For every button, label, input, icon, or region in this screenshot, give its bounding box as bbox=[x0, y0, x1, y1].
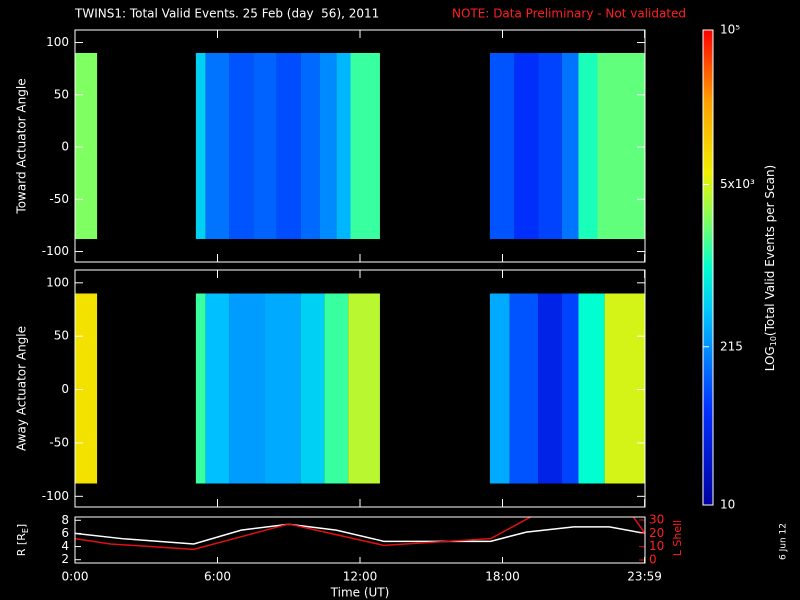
heat-cell bbox=[489, 293, 510, 484]
heat-cell bbox=[195, 52, 206, 240]
colorbar-tick-label: 5x10³ bbox=[720, 177, 755, 191]
chart-title: TWINS1: Total Valid Events. 25 Feb (day … bbox=[74, 7, 379, 21]
heat-cell bbox=[561, 52, 579, 240]
y-axis-label: Away Actuator Angle bbox=[15, 326, 29, 451]
heat-cell bbox=[75, 52, 98, 240]
y2-tick-label: 10 bbox=[649, 539, 664, 553]
heat-cell bbox=[205, 293, 230, 484]
y-tick-label: 0 bbox=[61, 382, 69, 396]
heat-cell bbox=[538, 293, 562, 484]
y-tick-label: 0 bbox=[61, 140, 69, 154]
heat-cell bbox=[509, 293, 539, 484]
x-tick-label: 12:00 bbox=[343, 570, 378, 584]
heat-cell bbox=[489, 52, 515, 240]
y-tick-label: -50 bbox=[49, 192, 69, 206]
colorbar-tick-label: 10 bbox=[720, 498, 735, 512]
panel-frame bbox=[74, 29, 646, 263]
y-tick-label: 100 bbox=[46, 35, 69, 49]
y2-tick-label: 20 bbox=[649, 526, 664, 540]
series-line bbox=[75, 517, 645, 551]
colorbar-tick-label: 215 bbox=[720, 339, 743, 353]
heat-cell bbox=[253, 52, 277, 240]
y-tick-label: -50 bbox=[49, 435, 69, 449]
heat-cell bbox=[229, 293, 265, 484]
heat-cell bbox=[348, 293, 380, 484]
heat-cell bbox=[350, 52, 380, 240]
heat-cell bbox=[336, 52, 351, 240]
heat-cell bbox=[205, 52, 230, 240]
heat-cell bbox=[578, 293, 605, 484]
heat-cell bbox=[324, 293, 349, 484]
heat-cell bbox=[75, 293, 98, 484]
y-tick-label: 2 bbox=[61, 552, 69, 566]
label-part: R [R bbox=[15, 533, 28, 556]
note: NOTE: Data Preliminary - Not validated bbox=[452, 7, 686, 21]
y2-axis-label: L Shell bbox=[671, 520, 684, 556]
x-tick-label: 18:00 bbox=[485, 570, 520, 584]
heat-cell bbox=[538, 52, 562, 240]
heat-cell bbox=[319, 52, 337, 240]
y-tick-label: 6 bbox=[61, 526, 69, 540]
panel-frame bbox=[74, 516, 646, 564]
heat-cell bbox=[578, 52, 598, 240]
y-tick-label: 50 bbox=[54, 329, 69, 343]
colorbar bbox=[702, 29, 714, 506]
y-tick-label: 50 bbox=[54, 87, 69, 101]
heat-cell bbox=[514, 52, 539, 240]
date-stamp: 6 Jun 12 bbox=[779, 523, 789, 560]
y-tick-label: 4 bbox=[61, 539, 69, 553]
heat-cell bbox=[300, 293, 325, 484]
x-axis-label: Time (UT) bbox=[330, 586, 390, 600]
heat-cell bbox=[276, 52, 301, 240]
heat-cell bbox=[229, 52, 254, 240]
y-tick-label: 8 bbox=[61, 513, 69, 527]
y-tick-label: 100 bbox=[46, 275, 69, 289]
label-part: E bbox=[21, 528, 30, 533]
label-part: ] bbox=[15, 524, 28, 528]
x-tick-label: 6:00 bbox=[204, 570, 231, 584]
y-tick-label: -100 bbox=[42, 489, 69, 503]
colorbar-label: LOG10(Total Valid Events per Scan) bbox=[763, 165, 778, 372]
heat-cell bbox=[265, 293, 301, 484]
series-line bbox=[75, 523, 645, 545]
panel-frame bbox=[74, 269, 646, 508]
heat-cell bbox=[195, 293, 206, 484]
heat-cell bbox=[561, 293, 579, 484]
x-tick-label: 23:59 bbox=[627, 570, 662, 584]
y2-tick-label: 0 bbox=[649, 553, 657, 567]
y-axis-label: R [RE] bbox=[15, 524, 30, 556]
heat-cell bbox=[597, 52, 645, 240]
y-tick-label: -100 bbox=[42, 244, 69, 258]
y-axis-label: Toward Actuator Angle bbox=[15, 78, 29, 214]
heat-cell bbox=[604, 293, 645, 484]
heat-cell bbox=[300, 52, 320, 240]
colorbar-tick-label: 10⁵ bbox=[720, 23, 740, 37]
x-tick-label: 0:00 bbox=[62, 570, 89, 584]
y2-tick-label: 30 bbox=[649, 513, 664, 527]
